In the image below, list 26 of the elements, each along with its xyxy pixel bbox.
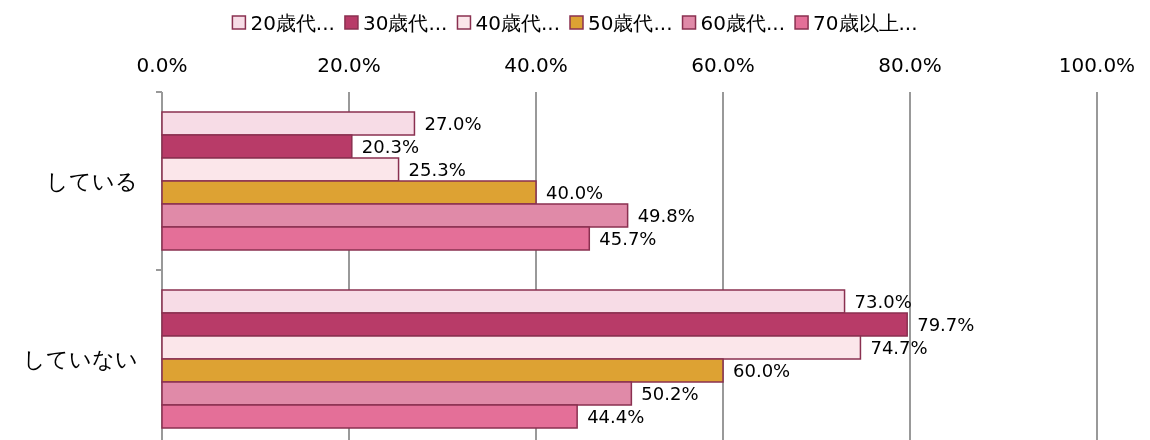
data-label: 79.7% xyxy=(917,314,975,335)
data-label: 74.7% xyxy=(870,337,928,358)
x-tick-label: 60.0% xyxy=(691,53,755,77)
legend-label: 20歳代... xyxy=(250,11,335,35)
data-label: 44.4% xyxy=(587,406,645,427)
data-label: 40.0% xyxy=(546,182,604,203)
x-tick-label: 100.0% xyxy=(1058,53,1136,77)
y-tick-label: している xyxy=(46,169,138,194)
legend-label: 60歳代... xyxy=(700,11,786,35)
x-tick-label: 0.0% xyxy=(136,53,188,77)
data-label: 50.2% xyxy=(641,383,699,404)
y-tick-label: していない xyxy=(23,347,138,372)
x-tick-label: 80.0% xyxy=(878,53,942,77)
x-tick-label: 20.0% xyxy=(317,53,381,77)
legend-label: 40歳代... xyxy=(475,11,560,35)
data-label: 20.3% xyxy=(361,136,419,157)
data-label: 25.3% xyxy=(408,159,466,180)
data-label: 49.8% xyxy=(637,205,695,226)
data-label: 27.0% xyxy=(424,113,482,134)
legend-label: 30歳代... xyxy=(362,11,448,35)
legend-label: 50歳代... xyxy=(588,11,673,35)
legend-label: 70歳以上... xyxy=(813,11,918,35)
data-label: 45.7% xyxy=(599,228,657,249)
data-label: 60.0% xyxy=(733,360,791,381)
x-tick-label: 40.0% xyxy=(504,53,568,77)
data-label: 73.0% xyxy=(854,291,912,312)
